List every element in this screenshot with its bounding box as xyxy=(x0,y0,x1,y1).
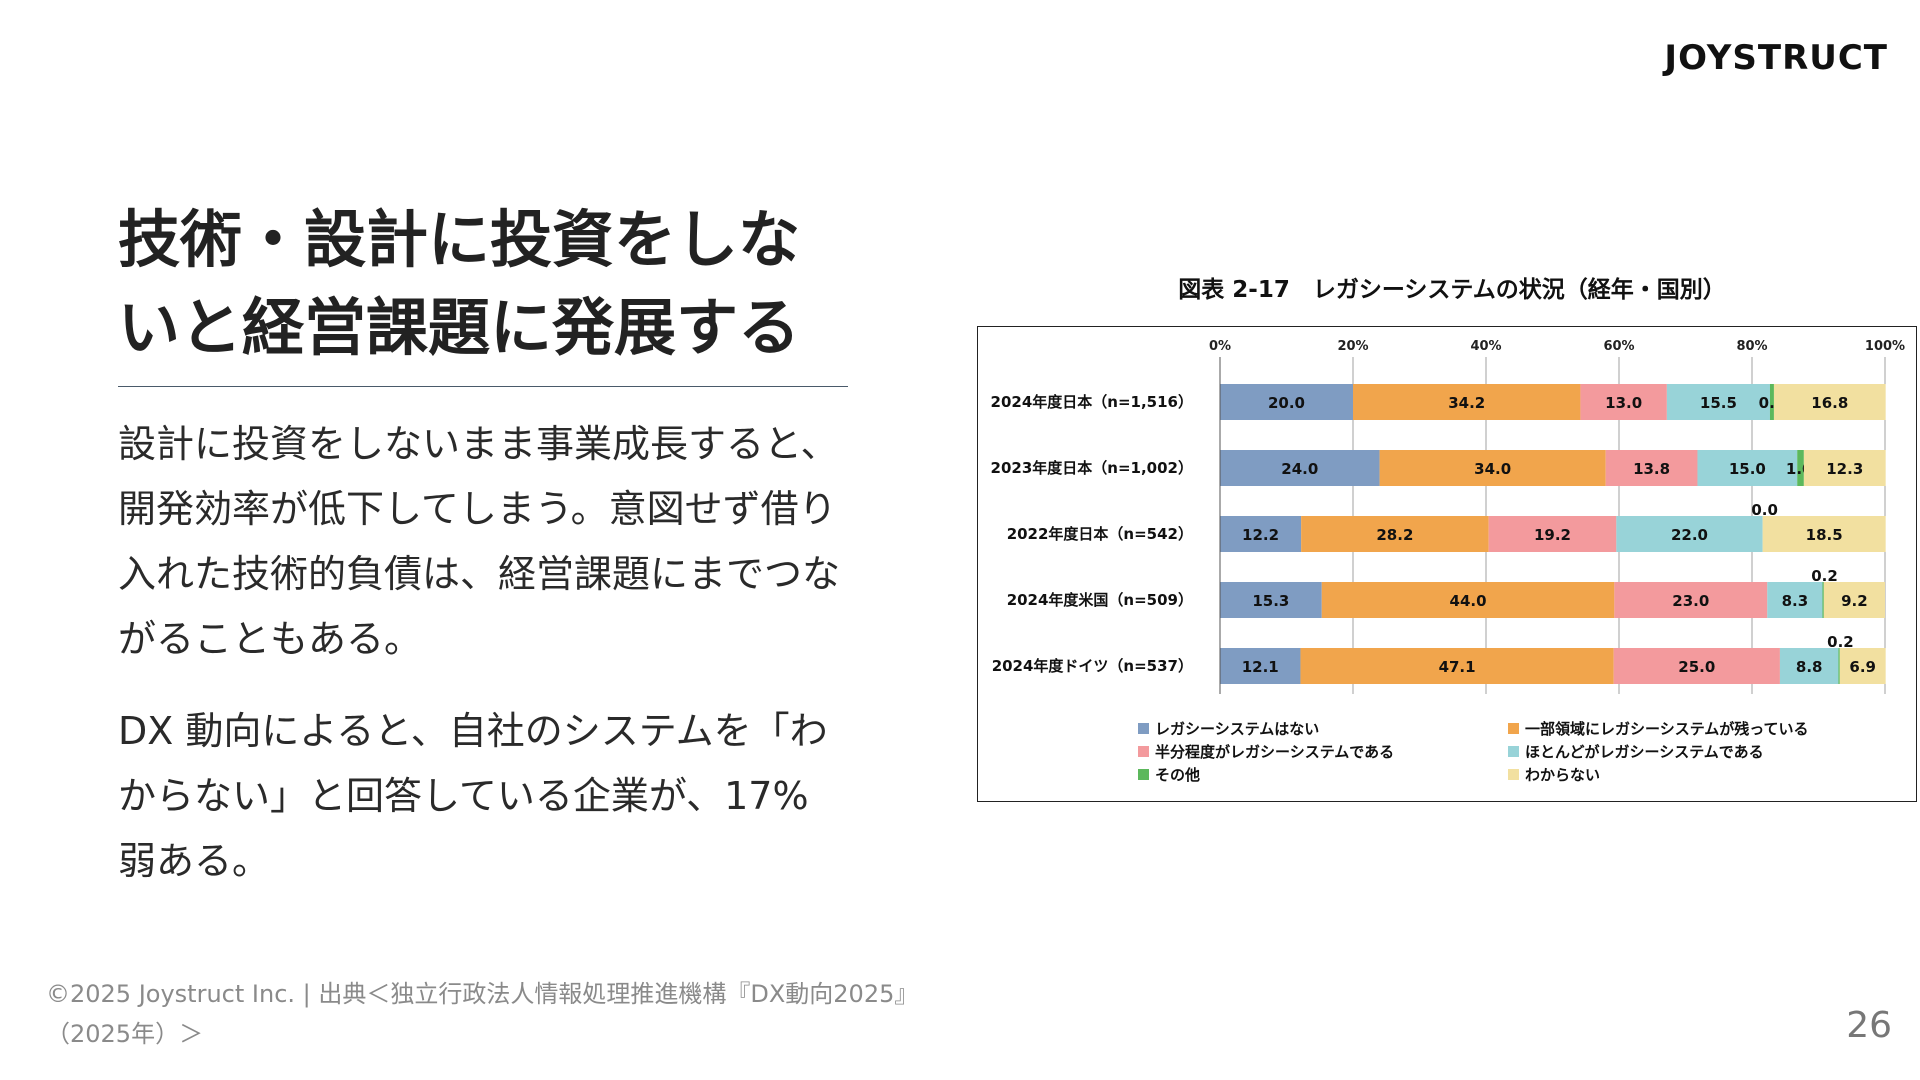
legend-label: ほとんどがレガシーシステムである xyxy=(1525,742,1764,761)
bar-segment xyxy=(1779,648,1839,684)
data-label: 15.5 xyxy=(1700,394,1737,412)
bar-segment xyxy=(1762,516,1886,552)
data-label: 15.3 xyxy=(1252,592,1289,610)
data-label: 16.8 xyxy=(1811,394,1848,412)
data-label: 44.0 xyxy=(1450,592,1487,610)
bar-segment xyxy=(1797,450,1804,486)
data-label: 34.2 xyxy=(1448,394,1485,412)
chart-legend: レガシーシステムはない 一部領域にレガシーシステムが残っている半分程度がレガシーシ… xyxy=(1138,717,1898,785)
bar-segment xyxy=(1301,516,1489,552)
bar-segment xyxy=(1614,582,1768,618)
legend-label: その他 xyxy=(1155,765,1201,784)
bar-segment xyxy=(1220,384,1353,420)
category-label: 2024年度ドイツ（n=537） xyxy=(992,657,1193,675)
data-label: 18.5 xyxy=(1806,526,1843,544)
bar-segment xyxy=(1767,582,1823,618)
legend-item: 一部領域にレガシーシステムが残っている xyxy=(1508,717,1878,739)
data-label: 6.9 xyxy=(1849,658,1876,676)
x-tick-label: 60% xyxy=(1603,339,1634,354)
page-headline: 技術・設計に投資をしないと経営課題に発展する xyxy=(118,203,801,364)
legend-item: ほとんどがレガシーシステムである xyxy=(1508,740,1878,762)
category-label: 2024年度米国（n=509） xyxy=(1007,591,1193,609)
data-label: 20.0 xyxy=(1268,394,1305,412)
bar-segment xyxy=(1822,582,1824,618)
data-label: 19.2 xyxy=(1534,526,1571,544)
bar-segment xyxy=(1838,648,1840,684)
data-label: 25.0 xyxy=(1678,658,1715,676)
category-label: 2023年度日本（n=1,002） xyxy=(991,459,1193,477)
category-label: 2024年度日本（n=1,516） xyxy=(991,393,1193,411)
data-label: 12.2 xyxy=(1242,526,1279,544)
body-paragraph-2: DX 動向によると、自社のシステムを「わからない」と回答している企業が、17% … xyxy=(118,709,828,883)
legend-swatch xyxy=(1508,768,1519,780)
bar-segment xyxy=(1300,648,1614,684)
bar-segment xyxy=(1616,516,1763,552)
bar-segment xyxy=(1666,384,1770,420)
body-paragraph-1: 設計に投資をしないまま事業成長すると、開発効率が低下してしまう。意図せず借り入れ… xyxy=(118,422,841,661)
data-label: 8.3 xyxy=(1782,592,1809,610)
legend-item: その他 xyxy=(1138,763,1508,785)
bar-segment xyxy=(1220,516,1302,552)
legend-item: レガシーシステムはない xyxy=(1138,717,1508,739)
legend-label: レガシーシステムはない xyxy=(1155,719,1320,738)
bar-segment xyxy=(1220,648,1301,684)
data-label: 22.0 xyxy=(1671,526,1708,544)
data-label: 47.1 xyxy=(1439,658,1476,676)
legend-swatch xyxy=(1508,745,1519,757)
data-label: 8.8 xyxy=(1796,658,1823,676)
legend-label: 半分程度がレガシーシステムである xyxy=(1155,742,1395,761)
source-footer: ©2025 Joystruct Inc. | 出典＜独立行政法人情報処理推進機構… xyxy=(46,980,919,1048)
legend-item: わからない xyxy=(1508,763,1878,785)
data-label: 23.0 xyxy=(1672,592,1709,610)
legend-swatch xyxy=(1138,722,1149,734)
x-tick-label: 0% xyxy=(1209,339,1231,354)
x-tick-label: 20% xyxy=(1337,339,1368,354)
bar-segment xyxy=(1803,450,1886,486)
bar-segment xyxy=(1823,582,1885,618)
legend-swatch xyxy=(1508,722,1519,734)
headline-divider xyxy=(118,386,848,387)
data-label: 13.0 xyxy=(1605,394,1642,412)
legacy-system-chart: 0% 20% 40% 60% 80% 100% 2024年度日本（n=1,516） 20.0 3… xyxy=(977,326,1917,802)
legend-item: 半分程度がレガシーシステムである xyxy=(1138,740,1508,762)
bar-segment xyxy=(1321,582,1615,618)
bar-segment xyxy=(1773,384,1886,420)
data-label: 12.3 xyxy=(1826,460,1863,478)
legend-swatch xyxy=(1138,768,1149,780)
data-label: 0.2 xyxy=(1827,633,1854,651)
x-tick-label: 40% xyxy=(1470,339,1501,354)
bar-segment xyxy=(1220,450,1380,486)
data-label: 34.0 xyxy=(1474,460,1511,478)
chart-title: 図表 2-17 レガシーシステムの状況（経年・国別） xyxy=(1178,277,1726,303)
legend-label: わからない xyxy=(1525,765,1601,784)
data-label: 24.0 xyxy=(1281,460,1318,478)
category-label: 2022年度日本（n=542） xyxy=(1007,525,1193,543)
x-tick-label: 100% xyxy=(1865,339,1905,354)
bar-segment xyxy=(1697,450,1798,486)
bar-segment xyxy=(1488,516,1617,552)
legend-swatch xyxy=(1138,745,1149,757)
data-label: 9.2 xyxy=(1841,592,1868,610)
data-label: 28.2 xyxy=(1376,526,1413,544)
page-number: 26 xyxy=(1846,1005,1892,1046)
bar-segment xyxy=(1580,384,1667,420)
bar-segment xyxy=(1613,648,1780,684)
data-label: 13.8 xyxy=(1633,460,1670,478)
chart-svg: 0% 20% 40% 60% 80% 100% 2024年度日本（n=1,516） 20.0 3… xyxy=(991,339,1905,694)
joystruct-logo: JOYSTRUCT xyxy=(1664,38,1888,78)
bar-segment xyxy=(1220,582,1322,618)
x-tick-label: 80% xyxy=(1736,339,1767,354)
bar-segment xyxy=(1769,384,1774,420)
bar-segment xyxy=(1839,648,1886,684)
data-label: 0.0 xyxy=(1751,501,1778,519)
data-label: 0.2 xyxy=(1811,567,1838,585)
bar-segment xyxy=(1353,384,1581,420)
data-label: 12.1 xyxy=(1242,658,1279,676)
bar-segment xyxy=(1605,450,1698,486)
bar-segment xyxy=(1379,450,1606,486)
legend-label: 一部領域にレガシーシステムが残っている xyxy=(1525,719,1809,738)
data-label: 15.0 xyxy=(1729,460,1766,478)
